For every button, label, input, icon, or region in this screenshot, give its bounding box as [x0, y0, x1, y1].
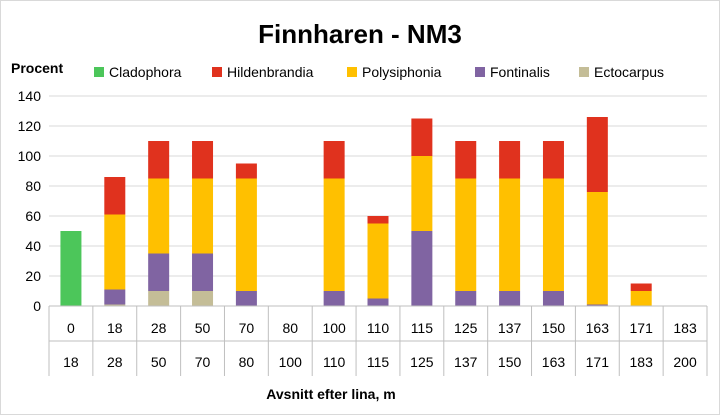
bars [60, 117, 652, 306]
legend-label-hildenbrandia: Hildenbrandia [227, 64, 314, 80]
bar-hildenbrandia-110 [367, 216, 389, 224]
bar-polysiphonia-50 [192, 178, 214, 254]
bar-hildenbrandia-163 [586, 117, 608, 192]
bar-fontinalis-28 [148, 253, 170, 291]
bar-polysiphonia-150 [542, 178, 564, 291]
legend-swatch-hildenbrandia [212, 67, 222, 77]
bar-hildenbrandia-150 [542, 141, 564, 179]
legend-label-cladophora: Cladophora [109, 64, 182, 80]
y-tick-label-100: 100 [18, 148, 42, 164]
x-tick-label-to: 183 [630, 354, 654, 370]
bar-fontinalis-115 [411, 231, 433, 306]
y-axis-label: Procent [11, 60, 63, 76]
bar-polysiphonia-125 [455, 178, 477, 291]
bar-ectocarpus-28 [148, 291, 170, 306]
legend-label-fontinalis: Fontinalis [490, 64, 550, 80]
x-tick-label-from: 80 [282, 320, 298, 336]
bar-hildenbrandia-115 [411, 118, 433, 156]
bar-polysiphonia-110 [367, 223, 389, 299]
x-tick-label-from: 18 [107, 320, 123, 336]
bar-hildenbrandia-50 [192, 141, 214, 179]
bar-fontinalis-137 [499, 291, 521, 306]
y-tick-label-140: 140 [18, 88, 42, 104]
x-tick-label-to: 137 [454, 354, 478, 370]
x-tick-label-from: 28 [151, 320, 167, 336]
x-tick-label-from: 100 [322, 320, 346, 336]
legend-label-ectocarpus: Ectocarpus [594, 64, 664, 80]
legend-swatch-fontinalis [475, 67, 485, 77]
bar-fontinalis-110 [367, 298, 389, 306]
x-tick-label-to: 115 [367, 354, 390, 370]
x-tick-label-to: 200 [673, 354, 697, 370]
bar-polysiphonia-115 [411, 156, 433, 231]
x-tick-label-from: 183 [673, 320, 697, 336]
x-tick-label-from: 115 [411, 320, 434, 336]
chart-title: Finnharen - NM3 [258, 19, 462, 49]
x-tick-label-from: 110 [367, 320, 390, 336]
x-tick-label-to: 163 [542, 354, 566, 370]
bar-polysiphonia-28 [148, 178, 170, 254]
bar-ectocarpus-50 [192, 291, 214, 306]
x-tick-label-to: 28 [107, 354, 123, 370]
x-tick-label-from: 0 [67, 320, 75, 336]
bar-hildenbrandia-125 [455, 141, 477, 179]
x-tick-label-from: 137 [498, 320, 522, 336]
x-tick-label-to: 70 [195, 354, 211, 370]
bar-fontinalis-100 [323, 291, 345, 306]
bar-fontinalis-18 [104, 289, 126, 305]
x-tick-label-from: 70 [239, 320, 255, 336]
x-tick-label-from: 50 [195, 320, 211, 336]
y-tick-label-20: 20 [25, 268, 41, 284]
bar-hildenbrandia-70 [235, 163, 257, 179]
x-tick-label-to: 110 [323, 354, 346, 370]
x-tick-label-from: 163 [586, 320, 610, 336]
y-tick-label-80: 80 [25, 178, 41, 194]
bar-polysiphonia-137 [499, 178, 521, 291]
x-axis-label: Avsnitt efter lina, m [266, 386, 395, 402]
x-tick-label-to: 50 [151, 354, 167, 370]
bar-polysiphonia-100 [323, 178, 345, 291]
y-tick-label-120: 120 [18, 118, 42, 134]
bar-hildenbrandia-18 [104, 177, 126, 215]
bar-hildenbrandia-137 [499, 141, 521, 179]
legend: Cladophora Hildenbrandia Polysiphonia Fonti… [94, 64, 664, 80]
y-tick-label-0: 0 [33, 298, 41, 314]
bar-polysiphonia-171 [630, 291, 652, 306]
x-tick-label-to: 80 [239, 354, 255, 370]
x-tick-label-to: 125 [410, 354, 434, 370]
x-tick-label-to: 100 [279, 354, 303, 370]
legend-swatch-cladophora [94, 67, 104, 77]
bar-ectocarpus-18 [104, 304, 126, 306]
bar-hildenbrandia-28 [148, 141, 170, 179]
x-tick-label-from: 150 [542, 320, 566, 336]
bar-hildenbrandia-100 [323, 141, 345, 179]
legend-swatch-ectocarpus [579, 67, 589, 77]
bar-polysiphonia-18 [104, 214, 126, 290]
x-tick-label-to: 18 [63, 354, 79, 370]
x-tick-label-to: 171 [586, 354, 610, 370]
x-tick-label-from: 125 [454, 320, 478, 336]
legend-label-polysiphonia: Polysiphonia [362, 64, 442, 80]
bar-fontinalis-70 [235, 291, 257, 306]
bar-polysiphonia-163 [586, 192, 608, 305]
y-tick-label-60: 60 [25, 208, 41, 224]
y-tick-label-40: 40 [25, 238, 41, 254]
bar-hildenbrandia-171 [630, 283, 652, 291]
bar-fontinalis-50 [192, 253, 214, 291]
bar-polysiphonia-70 [235, 178, 257, 291]
x-tick-label-to: 150 [498, 354, 522, 370]
bar-fontinalis-163 [586, 304, 608, 306]
axes: 0 18 18 28 28 50 50 70 70 80 80 100 100 110 110 115 115 1… [48, 305, 708, 376]
legend-swatch-polysiphonia [347, 67, 357, 77]
bar-fontinalis-125 [455, 291, 477, 306]
bar-cladophora-0 [60, 231, 82, 306]
x-tick-label-from: 171 [630, 320, 654, 336]
bar-fontinalis-150 [542, 291, 564, 306]
